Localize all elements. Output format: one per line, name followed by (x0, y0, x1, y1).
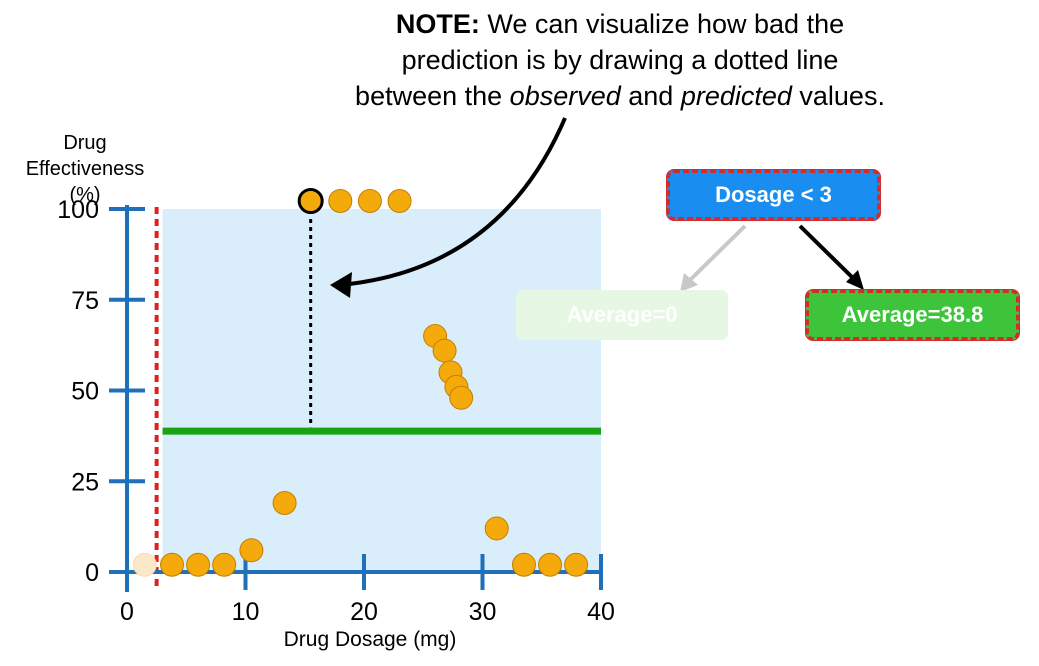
y-tick-label: 25 (71, 468, 99, 496)
highlight-region (162, 209, 602, 572)
note-observed: observed (509, 81, 621, 111)
data-point (272, 491, 297, 516)
tree-right-leaf: Average=38.8 (806, 290, 1019, 340)
y-axis-label-line: Drug (63, 132, 107, 154)
observed-data-point (297, 188, 324, 214)
y-tick-label: 75 (71, 287, 99, 315)
y-axis-label-line: Effectiveness (25, 158, 145, 180)
data-point (564, 552, 589, 577)
note-line3c: and (620, 81, 681, 111)
faded-data-point (132, 552, 157, 577)
tree-root-node: Dosage < 3 (667, 170, 880, 220)
y-axis-label-line: (%) (69, 184, 101, 206)
data-point (239, 538, 264, 563)
tree-edge-left-head (680, 273, 698, 292)
data-point (511, 552, 536, 577)
y-tick-label: 100 (57, 196, 99, 224)
note-line3a: between the (355, 81, 510, 111)
tree-edge-right (798, 224, 859, 284)
y-axis-label: Drug Effectiveness (%) (10, 130, 160, 208)
tree-left-leaf: Average=0 (516, 290, 728, 340)
data-point (387, 189, 412, 213)
note-predicted: predicted (680, 81, 792, 111)
data-point (186, 552, 211, 577)
x-tick-label: 40 (587, 598, 615, 626)
data-point (328, 189, 353, 213)
tree-edge-right-head (846, 270, 864, 290)
note-bold: NOTE: (395, 9, 480, 39)
data-point (432, 338, 457, 363)
note-arrow (339, 117, 567, 287)
note-line1: We can visualize how bad the (479, 9, 845, 39)
note-line2: prediction is by drawing a dotted line (401, 45, 839, 75)
data-point (212, 552, 237, 577)
data-point (357, 189, 382, 213)
x-tick-label: 10 (232, 598, 260, 626)
y-tick-label: 50 (71, 378, 99, 406)
note-line3e: values. (791, 81, 885, 111)
note-arrow-head (330, 272, 352, 298)
note-annotation: NOTE: We can visualize how bad the predi… (300, 6, 940, 114)
x-axis-label: Drug Dosage (mg) (283, 628, 457, 651)
x-tick-label: 20 (350, 598, 378, 626)
y-tick-label: 0 (85, 559, 99, 587)
data-point (449, 385, 474, 410)
data-point (484, 516, 509, 541)
x-tick-label: 30 (469, 598, 497, 626)
tree-edge-left (683, 224, 747, 287)
data-point (160, 552, 185, 577)
x-tick-label: 0 (120, 598, 134, 626)
data-point (538, 552, 563, 577)
